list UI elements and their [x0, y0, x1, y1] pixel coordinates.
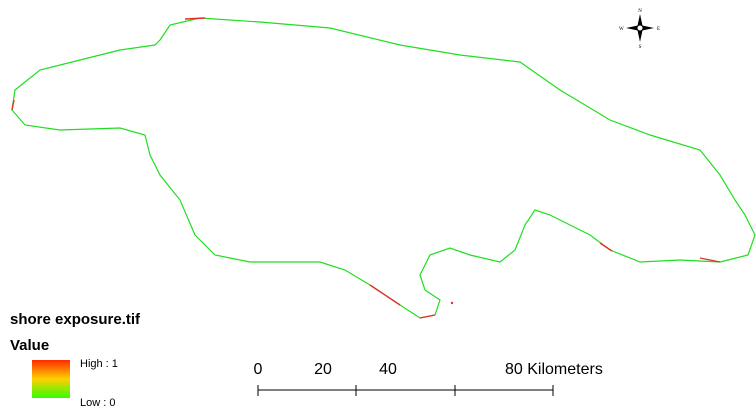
compass: N S E W	[619, 9, 660, 50]
compass-center	[636, 24, 644, 32]
scale-label: 20	[314, 361, 332, 378]
scale-label: 80 Kilometers	[505, 361, 603, 378]
scale-label: 0	[254, 361, 263, 378]
compass-s: S	[639, 45, 642, 50]
scale-label: 40	[379, 361, 397, 378]
legend-ramp	[32, 360, 70, 398]
compass-n: N	[638, 9, 642, 14]
scale-bar	[257, 385, 554, 396]
legend-field: Value	[10, 337, 49, 354]
islet	[450, 301, 454, 305]
legend-high: High : 1	[80, 358, 118, 370]
compass-e: E	[657, 27, 660, 32]
compass-w: W	[619, 27, 624, 32]
exposed-shore	[11, 17, 721, 319]
legend-title: shore exposure.tif	[10, 311, 141, 328]
coastline	[11, 17, 756, 319]
legend-low: Low : 0	[80, 397, 115, 409]
